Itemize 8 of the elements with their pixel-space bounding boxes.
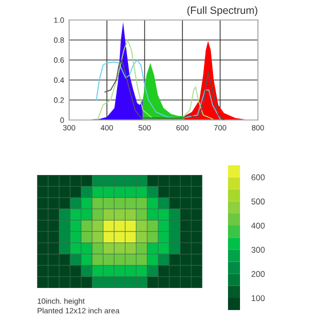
color-bar-label: 600	[252, 174, 265, 180]
color-bar-label: 300	[251, 246, 265, 253]
color-bar-label: 500	[251, 198, 265, 204]
chart-title: (Full Spectrum)	[187, 6, 258, 16]
color-bar-label: 400	[251, 222, 265, 229]
line-series	[96, 40, 214, 120]
color-bar-label: 200	[252, 271, 265, 277]
color-bar-label: 100	[252, 295, 265, 302]
